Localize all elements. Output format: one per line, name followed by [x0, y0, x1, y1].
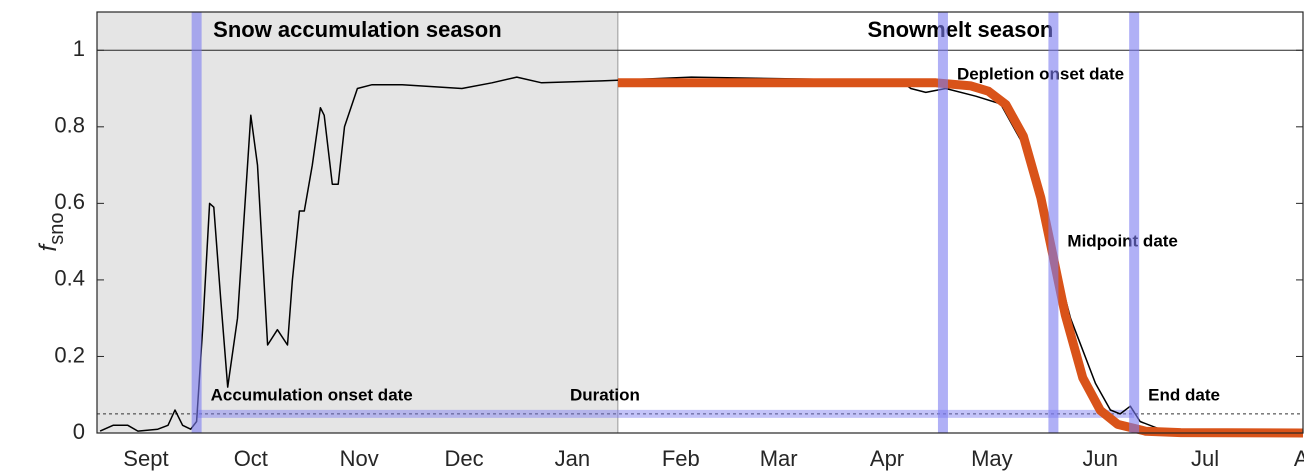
plot-frame: [96, 11, 1304, 434]
y-tick-label: 0.6: [54, 189, 85, 214]
y-tick-label: 0.4: [54, 266, 85, 291]
y-tick-label: 0.8: [54, 113, 85, 138]
marker-label: Midpoint date: [1067, 231, 1177, 250]
season-region: [97, 12, 618, 433]
x-tick-label: Feb: [662, 446, 700, 471]
x-tick-label: Jan: [555, 446, 590, 471]
y-axis-label-text: fsno: [35, 213, 68, 252]
duration-band: [196, 409, 1135, 418]
x-tick-label: Aug: [1294, 446, 1304, 471]
marker-line: [937, 12, 948, 433]
x-tick-label: Jul: [1191, 446, 1219, 471]
x-tick-label: May: [971, 446, 1013, 471]
marker-label: End date: [1148, 385, 1220, 404]
season-title: Snow accumulation season: [213, 17, 502, 42]
x-tick-label: Mar: [760, 446, 798, 471]
y-tick-label: 0.2: [54, 342, 85, 367]
marker-line: [191, 12, 202, 433]
x-tick-label: Jun: [1083, 446, 1118, 471]
x-tick-label: Dec: [444, 446, 483, 471]
marker-label: Accumulation onset date: [211, 385, 413, 404]
marker-label: Depletion onset date: [957, 64, 1124, 83]
y-tick-label: 1: [73, 36, 85, 61]
x-tick-label: Sept: [123, 446, 168, 471]
x-tick-label: Nov: [340, 446, 379, 471]
marker-line: [1129, 12, 1140, 433]
y-axis-label: fsno: [35, 213, 68, 252]
x-tick-label: Oct: [234, 446, 268, 471]
season-title: Snowmelt season: [868, 17, 1054, 42]
x-tick-label: Apr: [870, 446, 904, 471]
marker-line: [1048, 12, 1059, 433]
duration-label: Duration: [570, 385, 640, 404]
y-tick-label: 0: [73, 419, 85, 444]
